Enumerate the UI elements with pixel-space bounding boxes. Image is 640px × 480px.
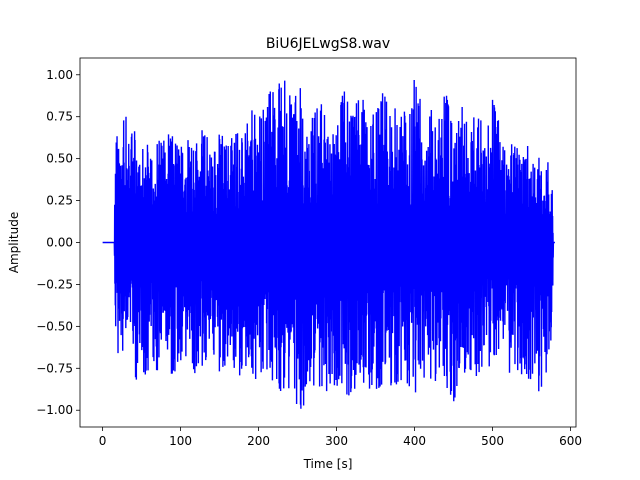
y-tick-label: 0.75 — [46, 110, 73, 124]
waveform-layer — [102, 80, 555, 409]
y-tick-label: −0.25 — [36, 277, 73, 291]
y-tick-label: 0.00 — [46, 236, 73, 250]
x-tick-label: 300 — [325, 434, 348, 448]
x-tick-label: 600 — [559, 434, 582, 448]
y-tick-label: −0.50 — [36, 319, 73, 333]
y-tick-label: −1.00 — [36, 403, 73, 417]
y-tick-label: 1.00 — [46, 68, 73, 82]
x-tick-label: 200 — [247, 434, 270, 448]
y-axis-label: Amplitude — [7, 212, 21, 274]
x-tick-label: 500 — [481, 434, 504, 448]
y-axis-ticks: −1.00 −0.75 −0.50 −0.25 0.00 0.25 0.50 0.75 1.00 — [36, 68, 80, 417]
y-tick-label: 0.50 — [46, 152, 73, 166]
y-tick-label: −0.75 — [36, 361, 73, 375]
x-tick-label: 0 — [99, 434, 107, 448]
chart-title: BiU6JELwgS8.wav — [266, 36, 390, 52]
x-tick-label: 100 — [169, 434, 192, 448]
waveform-line — [102, 80, 555, 409]
x-axis-ticks: 0 100 200 300 400 500 600 — [99, 427, 582, 448]
x-tick-label: 400 — [403, 434, 426, 448]
y-tick-label: 0.25 — [46, 194, 73, 208]
x-axis-label: Time [s] — [303, 457, 353, 471]
